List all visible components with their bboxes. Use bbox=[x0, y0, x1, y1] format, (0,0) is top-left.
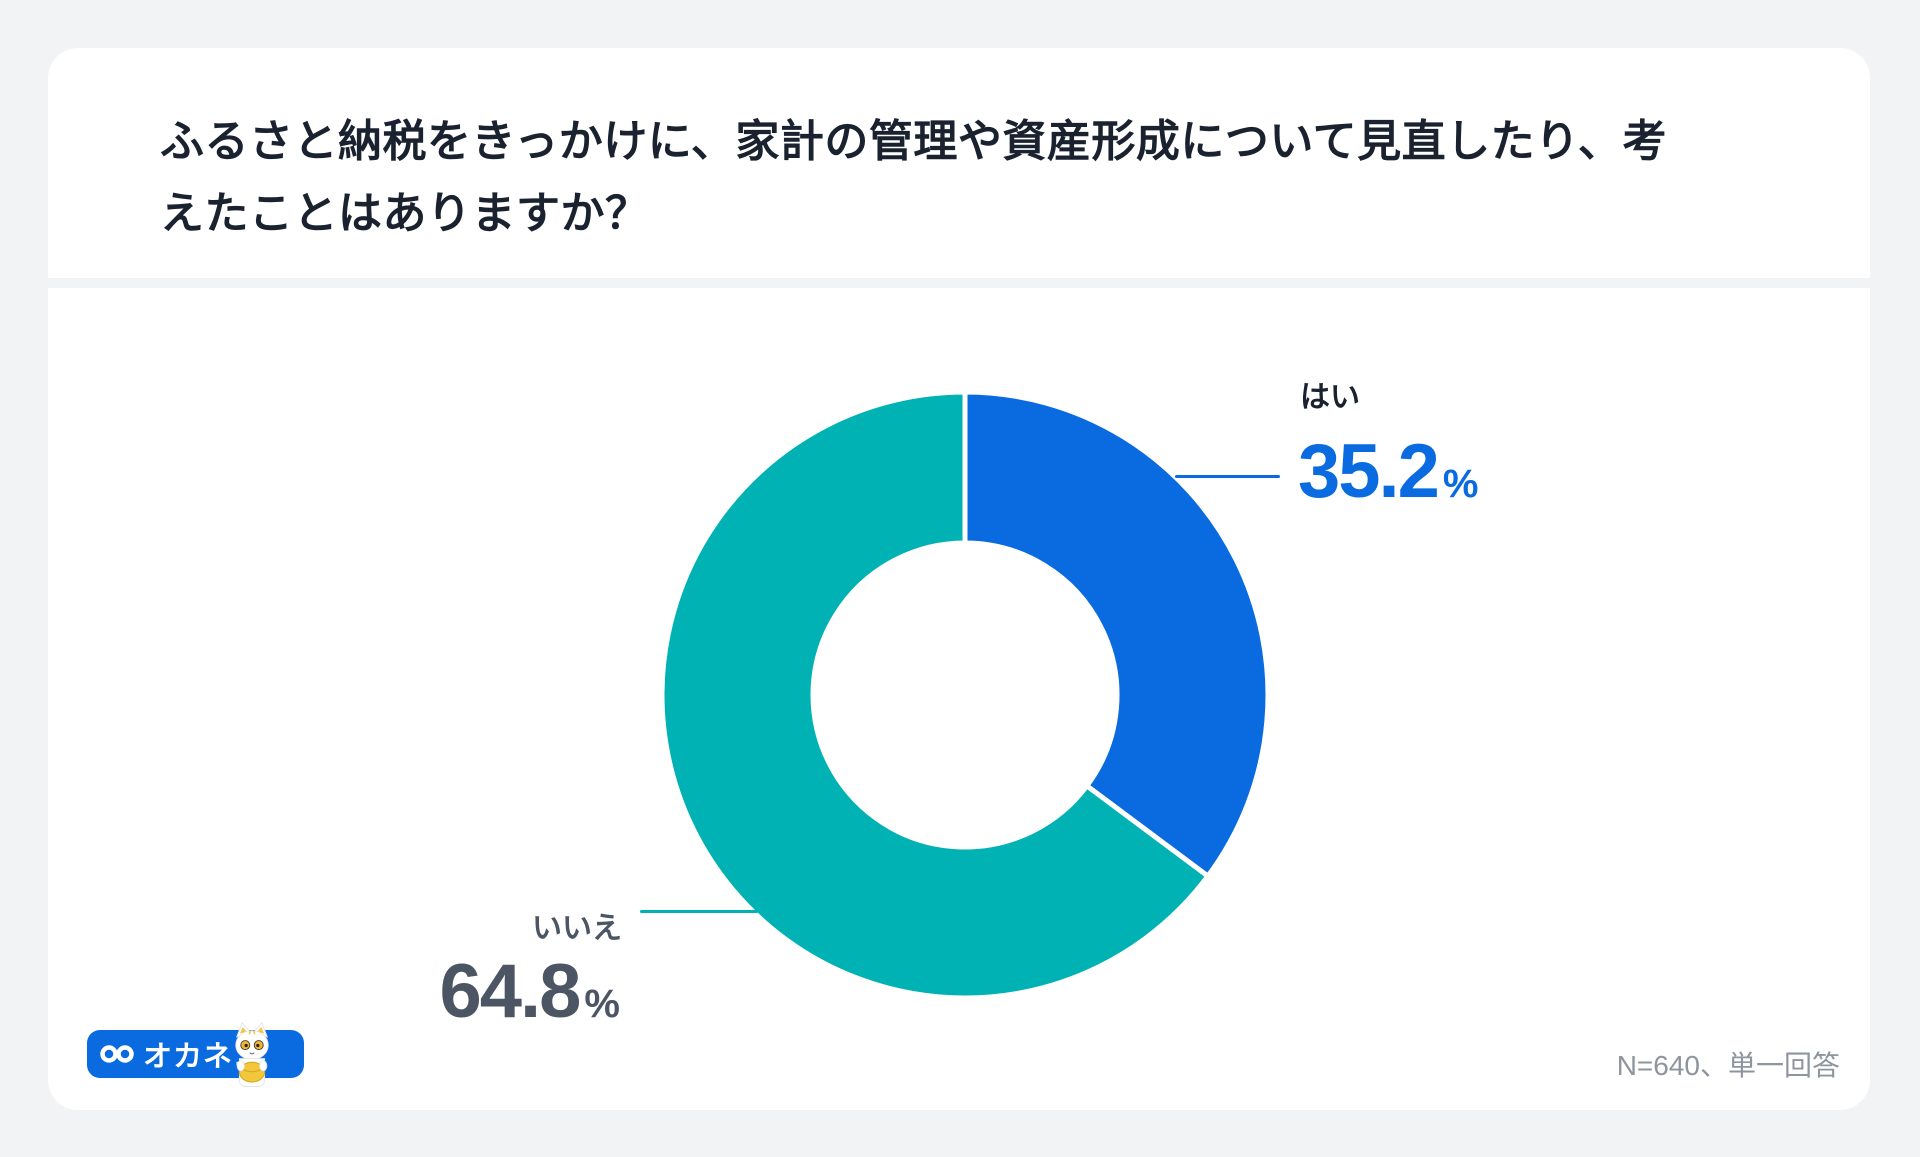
donut-slice-0 bbox=[962, 389, 1271, 880]
infinity-glasses-icon bbox=[100, 1045, 134, 1063]
slice-label-no: いいえ bbox=[532, 912, 622, 945]
slice-label-yes: はい bbox=[1300, 381, 1360, 414]
question-title-line1: ふるさと納税をきっかけに、家計の管理や資産形成について見直したり、考 bbox=[160, 117, 1667, 166]
slice-value-yes-number: 35.2 bbox=[1298, 429, 1440, 514]
slice-value-yes: 35.2 % bbox=[1298, 434, 1479, 510]
callout-line-no bbox=[640, 910, 758, 913]
okaneko-logo: オカネコ bbox=[87, 1021, 317, 1090]
cat-mascot-icon bbox=[235, 1021, 269, 1087]
slice-value-no-number: 64.8 bbox=[439, 949, 582, 1034]
question-title: ふるさと納税をきっかけに、家計の管理や資産形成について見直したり、考 えたことは… bbox=[160, 106, 1720, 250]
slice-value-no-unit: % bbox=[584, 982, 620, 1026]
question-title-line2: えたことはありますか？ bbox=[160, 189, 650, 238]
chart-area: はい 35.2 % いいえ 64.8 % オカネコ bbox=[48, 288, 1870, 1110]
donut-slice-1 bbox=[659, 389, 1212, 1001]
slice-value-yes-unit: % bbox=[1442, 462, 1479, 506]
donut-chart bbox=[659, 389, 1271, 1001]
survey-card: ふるさと納税をきっかけに、家計の管理や資産形成について見直したり、考 えたことは… bbox=[48, 48, 1870, 1110]
card-header: ふるさと納税をきっかけに、家計の管理や資産形成について見直したり、考 えたことは… bbox=[48, 48, 1870, 278]
callout-line-yes bbox=[1175, 475, 1280, 478]
slice-value-no: 64.8 % bbox=[440, 954, 621, 1030]
footnote-sample-size: N=640、単一回答 bbox=[1616, 1050, 1840, 1081]
